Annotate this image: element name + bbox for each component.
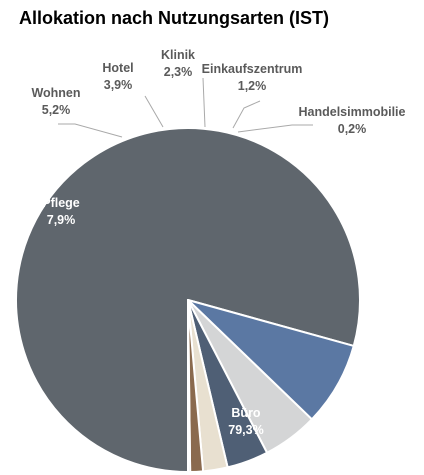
leader-line-handelsimmobilie <box>238 125 313 132</box>
slice-label-handelsimmobilie: Handelsimmobilie <box>299 105 406 119</box>
slice-label-buro: Büro <box>231 406 261 420</box>
leader-line-hotel <box>145 96 163 127</box>
slice-label-wohnen: Wohnen <box>31 86 80 100</box>
slice-value-hotel: 3,9% <box>104 78 133 92</box>
slice-label-pflege: Pflege <box>42 196 80 210</box>
slice-value-wohnen: 5,2% <box>42 103 71 117</box>
slice-value-pflege: 7,9% <box>47 213 76 227</box>
leader-line-wohnen <box>58 124 122 137</box>
slice-label-klinik: Klinik <box>161 48 195 62</box>
leader-line-klinik <box>203 78 205 127</box>
slice-value-buro: 79,3% <box>228 423 263 437</box>
slice-value-einkaufszentrum: 1,2% <box>238 79 267 93</box>
slice-label-einkaufszentrum: Einkaufszentrum <box>202 62 303 76</box>
leader-line-einkaufszentrum <box>233 101 260 128</box>
slice-value-klinik: 2,3% <box>164 65 193 79</box>
slice-label-hotel: Hotel <box>102 61 133 75</box>
slice-value-handelsimmobilie: 0,2% <box>338 122 367 136</box>
